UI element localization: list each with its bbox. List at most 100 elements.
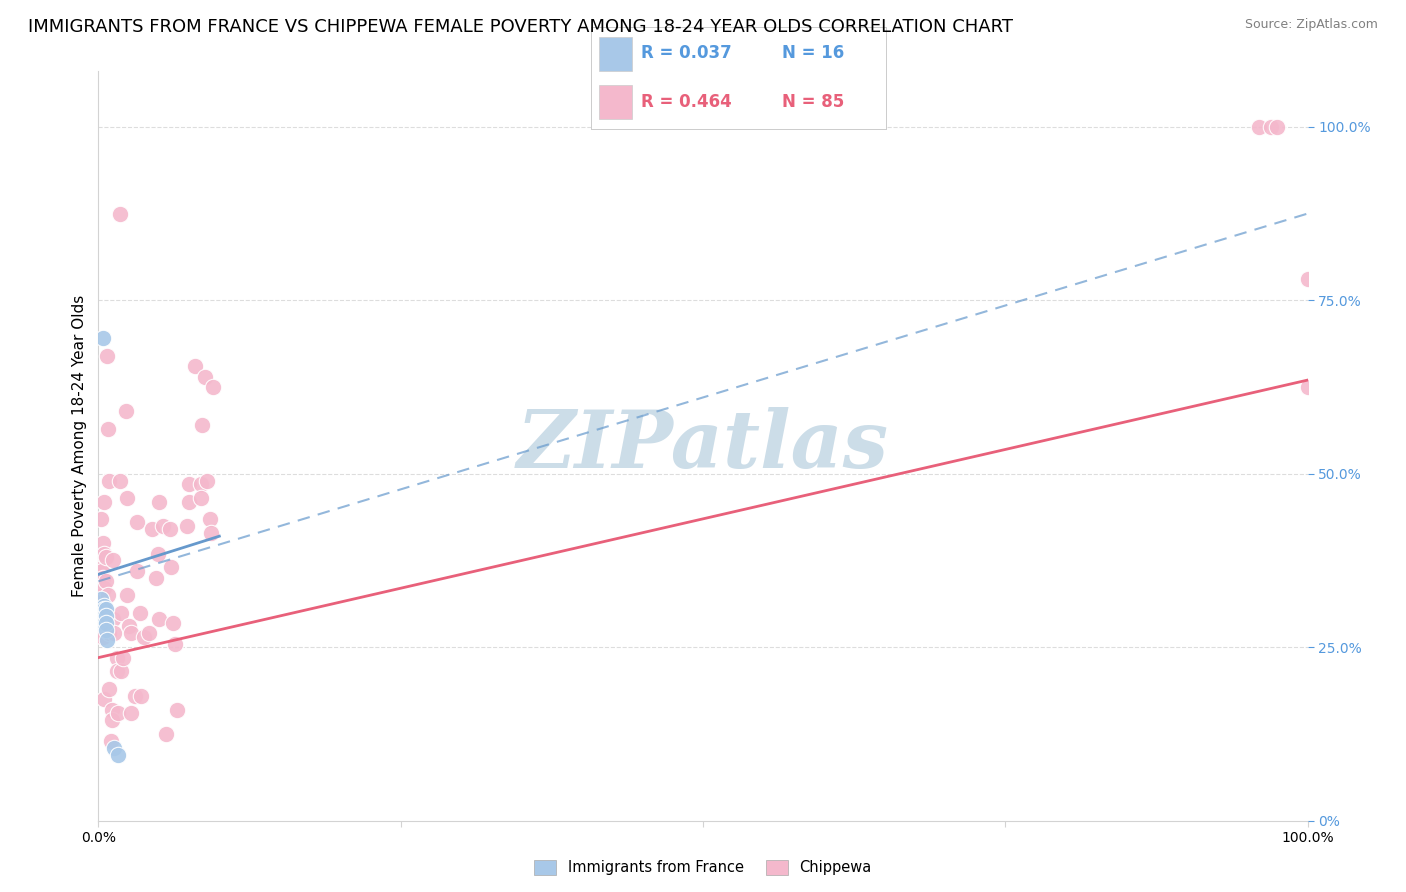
Point (89, 560, 111, 574)
FancyBboxPatch shape (599, 86, 631, 119)
Point (1249, 120, 1271, 134)
Point (190, 491, 212, 505)
Point (90, 591, 112, 606)
Point (93, 609, 115, 624)
Point (176, 518, 198, 533)
Point (124, 689, 146, 703)
Point (159, 522, 181, 536)
Point (179, 494, 201, 508)
Point (93, 494, 115, 508)
Point (91, 606, 114, 620)
Text: IMMIGRANTS FROM FRANCE VS CHIPPEWA FEMALE POVERTY AMONG 18-24 YEAR OLDS CORRELAT: IMMIGRANTS FROM FRANCE VS CHIPPEWA FEMAL… (28, 18, 1014, 36)
Point (148, 612, 170, 626)
Point (93, 615, 115, 630)
Point (98, 626, 121, 640)
Point (105, 665, 128, 679)
Point (91, 547, 114, 561)
Point (93, 692, 115, 706)
Point (90, 584, 112, 599)
Point (148, 494, 170, 508)
Point (152, 518, 174, 533)
Point (91, 588, 114, 602)
Text: N = 16: N = 16 (782, 45, 845, 62)
Point (93, 615, 115, 630)
Text: ZIPatlas: ZIPatlas (517, 408, 889, 484)
Point (1267, 120, 1289, 134)
Point (96, 349, 118, 363)
Point (1260, 120, 1282, 134)
Point (108, 474, 131, 488)
Point (91, 599, 114, 613)
Point (111, 650, 134, 665)
Point (94, 549, 117, 564)
Point (91, 571, 114, 585)
FancyBboxPatch shape (599, 37, 631, 70)
Point (146, 547, 169, 561)
Point (1296, 380, 1319, 394)
Point (141, 522, 163, 536)
Point (155, 727, 177, 741)
Point (127, 516, 149, 530)
Point (91, 331, 114, 345)
Point (120, 626, 142, 640)
Point (198, 512, 221, 526)
Point (100, 713, 122, 727)
Point (96, 633, 118, 648)
Point (91, 574, 114, 589)
Point (134, 630, 156, 644)
Point (202, 380, 225, 394)
Point (91, 630, 114, 644)
Point (93, 581, 115, 595)
Point (100, 734, 122, 748)
Point (120, 706, 142, 720)
Point (94, 615, 117, 630)
Y-axis label: Female Poverty Among 18-24 Year Olds: Female Poverty Among 18-24 Year Olds (72, 295, 87, 597)
Point (91, 564, 114, 578)
Point (91, 612, 114, 626)
Point (107, 706, 129, 720)
Point (101, 612, 124, 626)
Legend: Immigrants from France, Chippewa: Immigrants from France, Chippewa (529, 854, 877, 880)
Point (91, 612, 114, 626)
Point (128, 606, 150, 620)
Point (90, 557, 112, 571)
Point (91, 606, 114, 620)
Point (145, 571, 167, 585)
Point (166, 703, 188, 717)
Point (94, 609, 117, 624)
Text: N = 85: N = 85 (782, 93, 845, 111)
Point (200, 525, 222, 540)
Point (138, 626, 160, 640)
Point (117, 588, 139, 602)
Point (110, 606, 132, 620)
Point (117, 491, 139, 505)
Point (103, 626, 125, 640)
Point (195, 474, 218, 488)
Point (91, 536, 114, 550)
Point (94, 619, 117, 633)
Point (179, 477, 201, 491)
Point (163, 637, 186, 651)
Point (1296, 272, 1319, 286)
Point (127, 564, 149, 578)
Point (98, 681, 121, 696)
Point (93, 599, 115, 613)
Point (118, 619, 141, 633)
Text: Source: ZipAtlas.com: Source: ZipAtlas.com (1244, 18, 1378, 31)
Point (184, 359, 207, 374)
Point (94, 574, 117, 589)
Point (110, 665, 132, 679)
Point (100, 703, 122, 717)
Point (103, 740, 125, 755)
Point (194, 369, 217, 384)
Point (190, 477, 212, 491)
Point (115, 404, 138, 418)
Point (94, 602, 117, 616)
Point (93, 602, 115, 616)
Point (107, 747, 129, 762)
Point (129, 689, 152, 703)
Point (98, 474, 121, 488)
Point (160, 560, 183, 574)
Point (108, 206, 131, 220)
Text: R = 0.037: R = 0.037 (641, 45, 731, 62)
